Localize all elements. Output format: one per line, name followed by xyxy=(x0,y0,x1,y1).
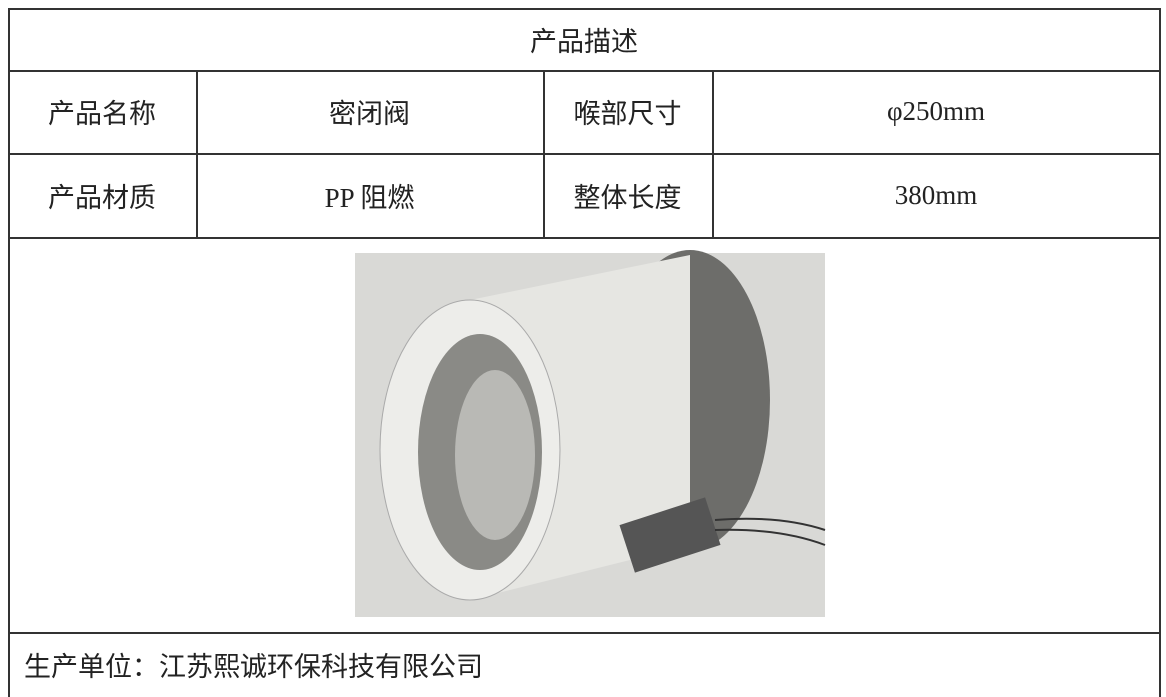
rule xyxy=(1159,8,1161,697)
cell: 380mm xyxy=(894,179,978,210)
cable xyxy=(714,528,826,546)
rule xyxy=(712,70,714,237)
rule xyxy=(196,70,198,237)
cell: 整体长度 xyxy=(573,182,682,213)
rule xyxy=(8,8,1160,10)
footer-text: 生产单位：江苏熙诚环保科技有限公司 xyxy=(24,652,483,682)
table-title: 产品描述 xyxy=(530,26,638,57)
cell: 产品材质 xyxy=(48,182,156,213)
rule xyxy=(8,237,1160,239)
rule xyxy=(8,632,1160,634)
rule xyxy=(8,153,1160,155)
cell: 喉部尺寸 xyxy=(573,99,682,129)
actuator xyxy=(619,497,721,573)
cable xyxy=(714,517,826,531)
rule xyxy=(8,8,10,697)
cell: φ250mm xyxy=(886,96,986,126)
rule xyxy=(8,70,1160,72)
cell: 产品名称 xyxy=(48,99,156,129)
rule xyxy=(543,70,545,237)
cell: 密闭阀 xyxy=(329,99,410,129)
cell: PP 阻燃 xyxy=(324,182,415,213)
damper-plate xyxy=(455,370,535,540)
